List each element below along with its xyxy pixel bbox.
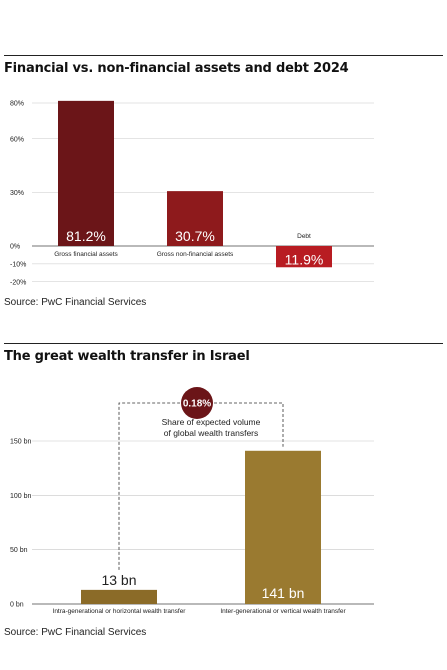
chart1-value-label: 11.9% — [285, 251, 324, 267]
chart2-ytick-label: 0 bn — [10, 602, 24, 609]
chart1-bar — [276, 246, 332, 268]
chart2-category-label: Intra-generational or horizontal wealth … — [53, 608, 187, 615]
annotation-connector-left — [118, 402, 180, 570]
chart2-title: The great wealth transfer in Israel — [4, 349, 250, 364]
annotation-text-line: Share of expected volume — [162, 417, 261, 427]
chart1-ytick-label: 60% — [10, 136, 24, 143]
chart1-ytick-label: -10% — [10, 261, 26, 268]
chart1-ytick-label: 80% — [10, 101, 24, 108]
top-rule — [4, 55, 443, 56]
chart2-ytick-label: 100 bn — [10, 493, 32, 500]
chart2-ytick-label: 50 bn — [10, 547, 28, 554]
annotation-circle — [181, 387, 213, 419]
chart1-title: Financial vs. non-financial assets and d… — [4, 61, 349, 76]
chart1-category-label: Gross non-financial assets — [157, 251, 234, 258]
chart2-category-label: Inter-generational or vertical wealth tr… — [220, 608, 346, 615]
chart1-value-label: 81.2% — [66, 228, 106, 244]
chart2-source: Source: PwC Financial Services — [4, 627, 147, 638]
chart2-bar — [245, 450, 321, 604]
chart2-plot: 150 bn 100 bn 50 bn 0 bn Intra-generational … — [10, 387, 374, 615]
chart1-bar — [58, 100, 114, 246]
mid-rule — [4, 343, 443, 344]
annotation-text-line: of global wealth transfers — [164, 428, 259, 438]
chart1-category-label: Gross financial assets — [54, 251, 118, 258]
annotation-connector-right — [214, 402, 284, 447]
chart1-ytick-label: -20% — [10, 279, 26, 286]
chart1-category-label: Debt — [297, 233, 311, 240]
chart2-value-label: 13 bn — [101, 572, 136, 588]
chart2-ytick-label: 150 bn — [10, 439, 32, 446]
chart2-bar — [81, 589, 157, 604]
chart1-bar — [167, 191, 223, 246]
chart1-ytick-label: 0% — [10, 244, 20, 251]
chart2-value-label: 141 bn — [262, 585, 305, 601]
chart1-plot: 80% 60% 30% 0% -10% -20% 81.2% Gross financial … — [10, 100, 374, 286]
annotation-circle-label: 0.18% — [183, 399, 211, 410]
chart1-value-label: 30.7% — [175, 228, 215, 244]
chart1-source: Source: PwC Financial Services — [4, 297, 147, 308]
chart1-ytick-label: 30% — [10, 190, 24, 197]
